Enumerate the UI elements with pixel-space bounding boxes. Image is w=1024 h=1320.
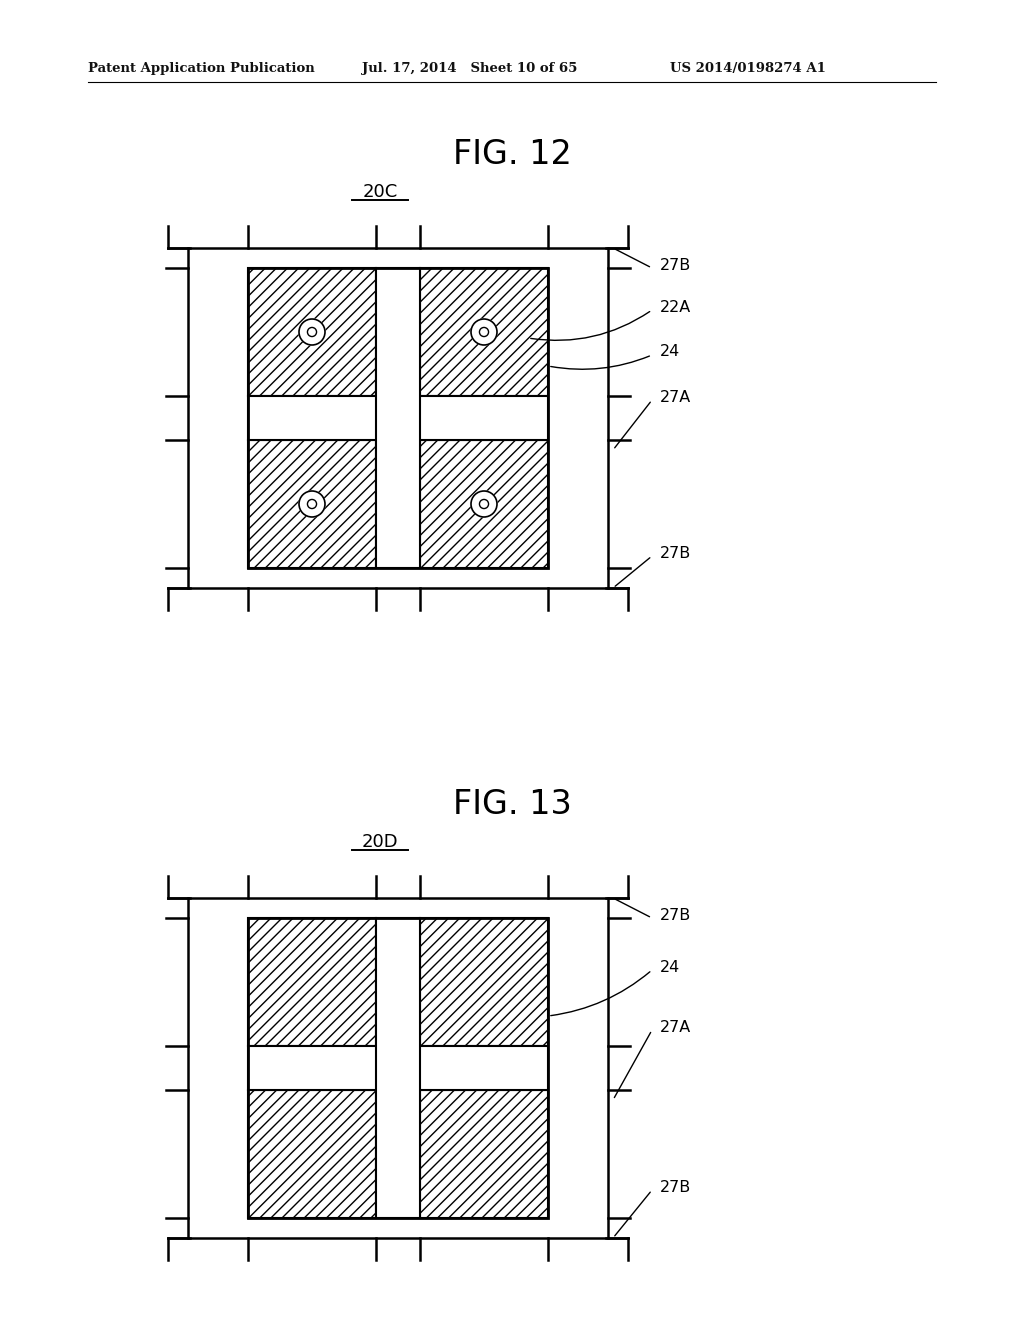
Bar	[248, 268, 376, 396]
Bar	[248, 440, 376, 568]
Text: 27B: 27B	[660, 545, 691, 561]
Circle shape	[299, 491, 325, 517]
Text: FIG. 12: FIG. 12	[453, 139, 571, 172]
Text: 20D: 20D	[361, 833, 398, 851]
Circle shape	[299, 319, 325, 345]
Bar	[376, 268, 420, 568]
Bar	[376, 917, 420, 1218]
Text: 27A: 27A	[660, 1019, 691, 1035]
Text: FIG. 13: FIG. 13	[453, 788, 571, 821]
Text: 20C: 20C	[362, 183, 397, 201]
Text: 24: 24	[660, 345, 680, 359]
Text: Patent Application Publication: Patent Application Publication	[88, 62, 314, 75]
Bar	[420, 440, 548, 568]
Bar	[420, 1090, 548, 1218]
Text: 27B: 27B	[660, 908, 691, 923]
Text: 24: 24	[660, 961, 680, 975]
Text: 27B: 27B	[660, 1180, 691, 1195]
Bar	[248, 1090, 376, 1218]
Text: 22A: 22A	[660, 300, 691, 314]
Text: 27B: 27B	[660, 257, 691, 272]
Bar	[248, 917, 376, 1045]
Circle shape	[471, 319, 497, 345]
Text: 27A: 27A	[660, 389, 691, 404]
Bar	[248, 268, 548, 568]
Text: US 2014/0198274 A1: US 2014/0198274 A1	[670, 62, 826, 75]
Bar	[420, 268, 548, 396]
Text: Jul. 17, 2014   Sheet 10 of 65: Jul. 17, 2014 Sheet 10 of 65	[362, 62, 578, 75]
Bar	[248, 1045, 548, 1090]
Bar	[248, 396, 548, 440]
Bar	[248, 917, 548, 1218]
Circle shape	[471, 491, 497, 517]
Bar	[420, 917, 548, 1045]
